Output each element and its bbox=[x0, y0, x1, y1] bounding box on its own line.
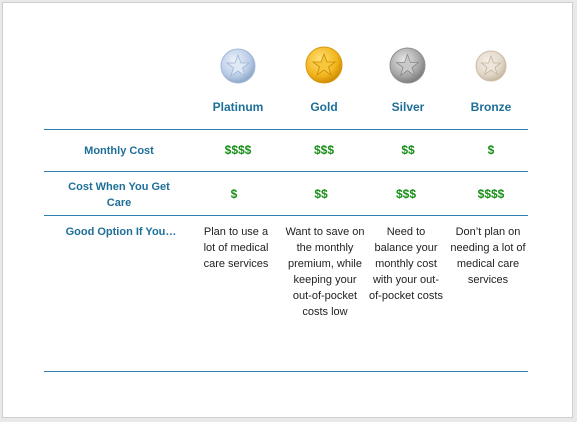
tier-name-bronze: Bronze bbox=[470, 100, 512, 114]
tier-name-silver: Silver bbox=[391, 100, 425, 114]
tier-name-gold: Gold bbox=[310, 100, 338, 114]
row-label-cost-when-care: Cost When You Get Care bbox=[68, 181, 170, 209]
tier-name-platinum: Platinum bbox=[212, 100, 264, 114]
care-cost-bronze: $$$$ bbox=[477, 187, 505, 201]
silver-medal-icon bbox=[389, 47, 426, 84]
row-label-good-option: Good Option If You… bbox=[65, 226, 177, 238]
good-option-silver: Need to balance your monthly cost with y… bbox=[369, 226, 443, 302]
care-cost-gold: $$ bbox=[314, 187, 328, 201]
row-divider bbox=[44, 171, 528, 172]
care-cost-platinum: $ bbox=[230, 187, 238, 201]
good-option-platinum: Plan to use a lot of medical care servic… bbox=[203, 226, 269, 270]
bronze-medal-icon bbox=[475, 50, 507, 82]
good-option-bronze: Don’t plan on needing a lot of medical c… bbox=[450, 226, 526, 286]
monthly-cost-gold: $$$ bbox=[313, 143, 335, 157]
monthly-cost-platinum: $$$$ bbox=[224, 143, 252, 157]
row-divider bbox=[44, 371, 528, 372]
row-divider bbox=[44, 215, 528, 216]
row-label-monthly-cost: Monthly Cost bbox=[84, 145, 154, 157]
plan-comparison-table: Platinum Gold Silver Bronze Monthly Cost… bbox=[2, 2, 573, 418]
good-option-gold: Want to save on the monthly premium, whi… bbox=[285, 226, 365, 318]
care-cost-silver: $$$ bbox=[395, 187, 417, 201]
monthly-cost-bronze: $ bbox=[487, 143, 495, 157]
monthly-cost-silver: $$ bbox=[401, 143, 415, 157]
row-divider bbox=[44, 129, 528, 130]
gold-medal-icon bbox=[305, 46, 343, 84]
platinum-medal-icon bbox=[220, 48, 256, 84]
